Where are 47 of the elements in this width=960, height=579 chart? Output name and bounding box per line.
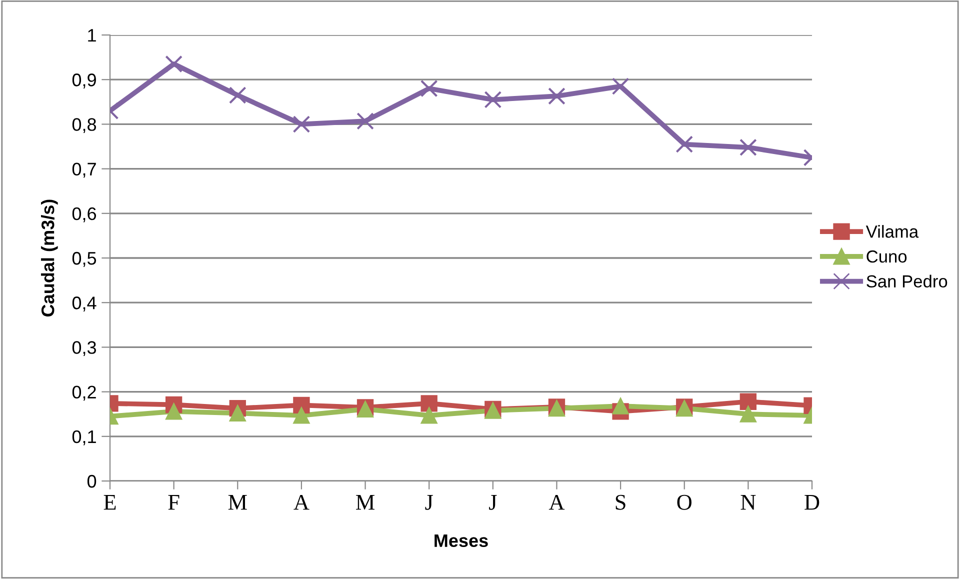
point — [740, 406, 757, 422]
point — [740, 138, 757, 156]
x-tick-label: F — [168, 495, 180, 510]
point — [612, 398, 629, 414]
x-tick-label: J — [489, 495, 497, 510]
y-tick-label: 0,2 — [72, 386, 96, 401]
y-tick-label: 0,8 — [72, 118, 96, 134]
point — [293, 407, 310, 424]
y-axis-title: Caudal (m3/s) — [40, 200, 58, 316]
y-tick-label: 1 — [88, 29, 96, 42]
x-tick-label: N — [740, 495, 756, 510]
point — [484, 90, 502, 108]
y-tick-label: 0,4 — [72, 296, 96, 312]
point — [420, 395, 438, 412]
y-tick-label: 0,5 — [72, 252, 96, 267]
y-tick-label: 0 — [87, 474, 96, 488]
legend-label: Vilama — [866, 225, 919, 238]
y-tick-label: 0,1 — [72, 430, 96, 446]
point — [228, 86, 246, 104]
x-tick-label: O — [677, 494, 692, 510]
legend-label: San Pedro — [866, 274, 948, 288]
point — [165, 403, 182, 420]
legend-label: Cuno — [866, 250, 907, 263]
x-tick-label: M — [356, 495, 374, 510]
x-tick-label: D — [804, 495, 820, 510]
point — [420, 80, 438, 98]
point — [676, 136, 694, 153]
x-axis-title: Meses — [434, 534, 488, 548]
x-tick-label: A — [294, 494, 310, 510]
point — [165, 55, 182, 73]
x-tick-label: E — [104, 495, 116, 510]
point — [420, 407, 438, 424]
point — [293, 396, 310, 414]
x-tick-label: S — [616, 494, 626, 510]
point — [740, 393, 757, 410]
y-tick-label: 0,7 — [72, 162, 96, 178]
y-tick-label: 0,6 — [72, 207, 96, 222]
point — [292, 116, 310, 133]
y-tick-label: 0,3 — [72, 341, 96, 356]
point — [229, 404, 246, 422]
x-tick-label: A — [548, 494, 565, 510]
y-tick-label: 0,9 — [72, 74, 96, 88]
point — [612, 78, 630, 95]
x-tick-label: M — [228, 495, 247, 510]
point — [548, 87, 566, 105]
x-tick-label: J — [425, 495, 433, 510]
point — [356, 112, 374, 130]
